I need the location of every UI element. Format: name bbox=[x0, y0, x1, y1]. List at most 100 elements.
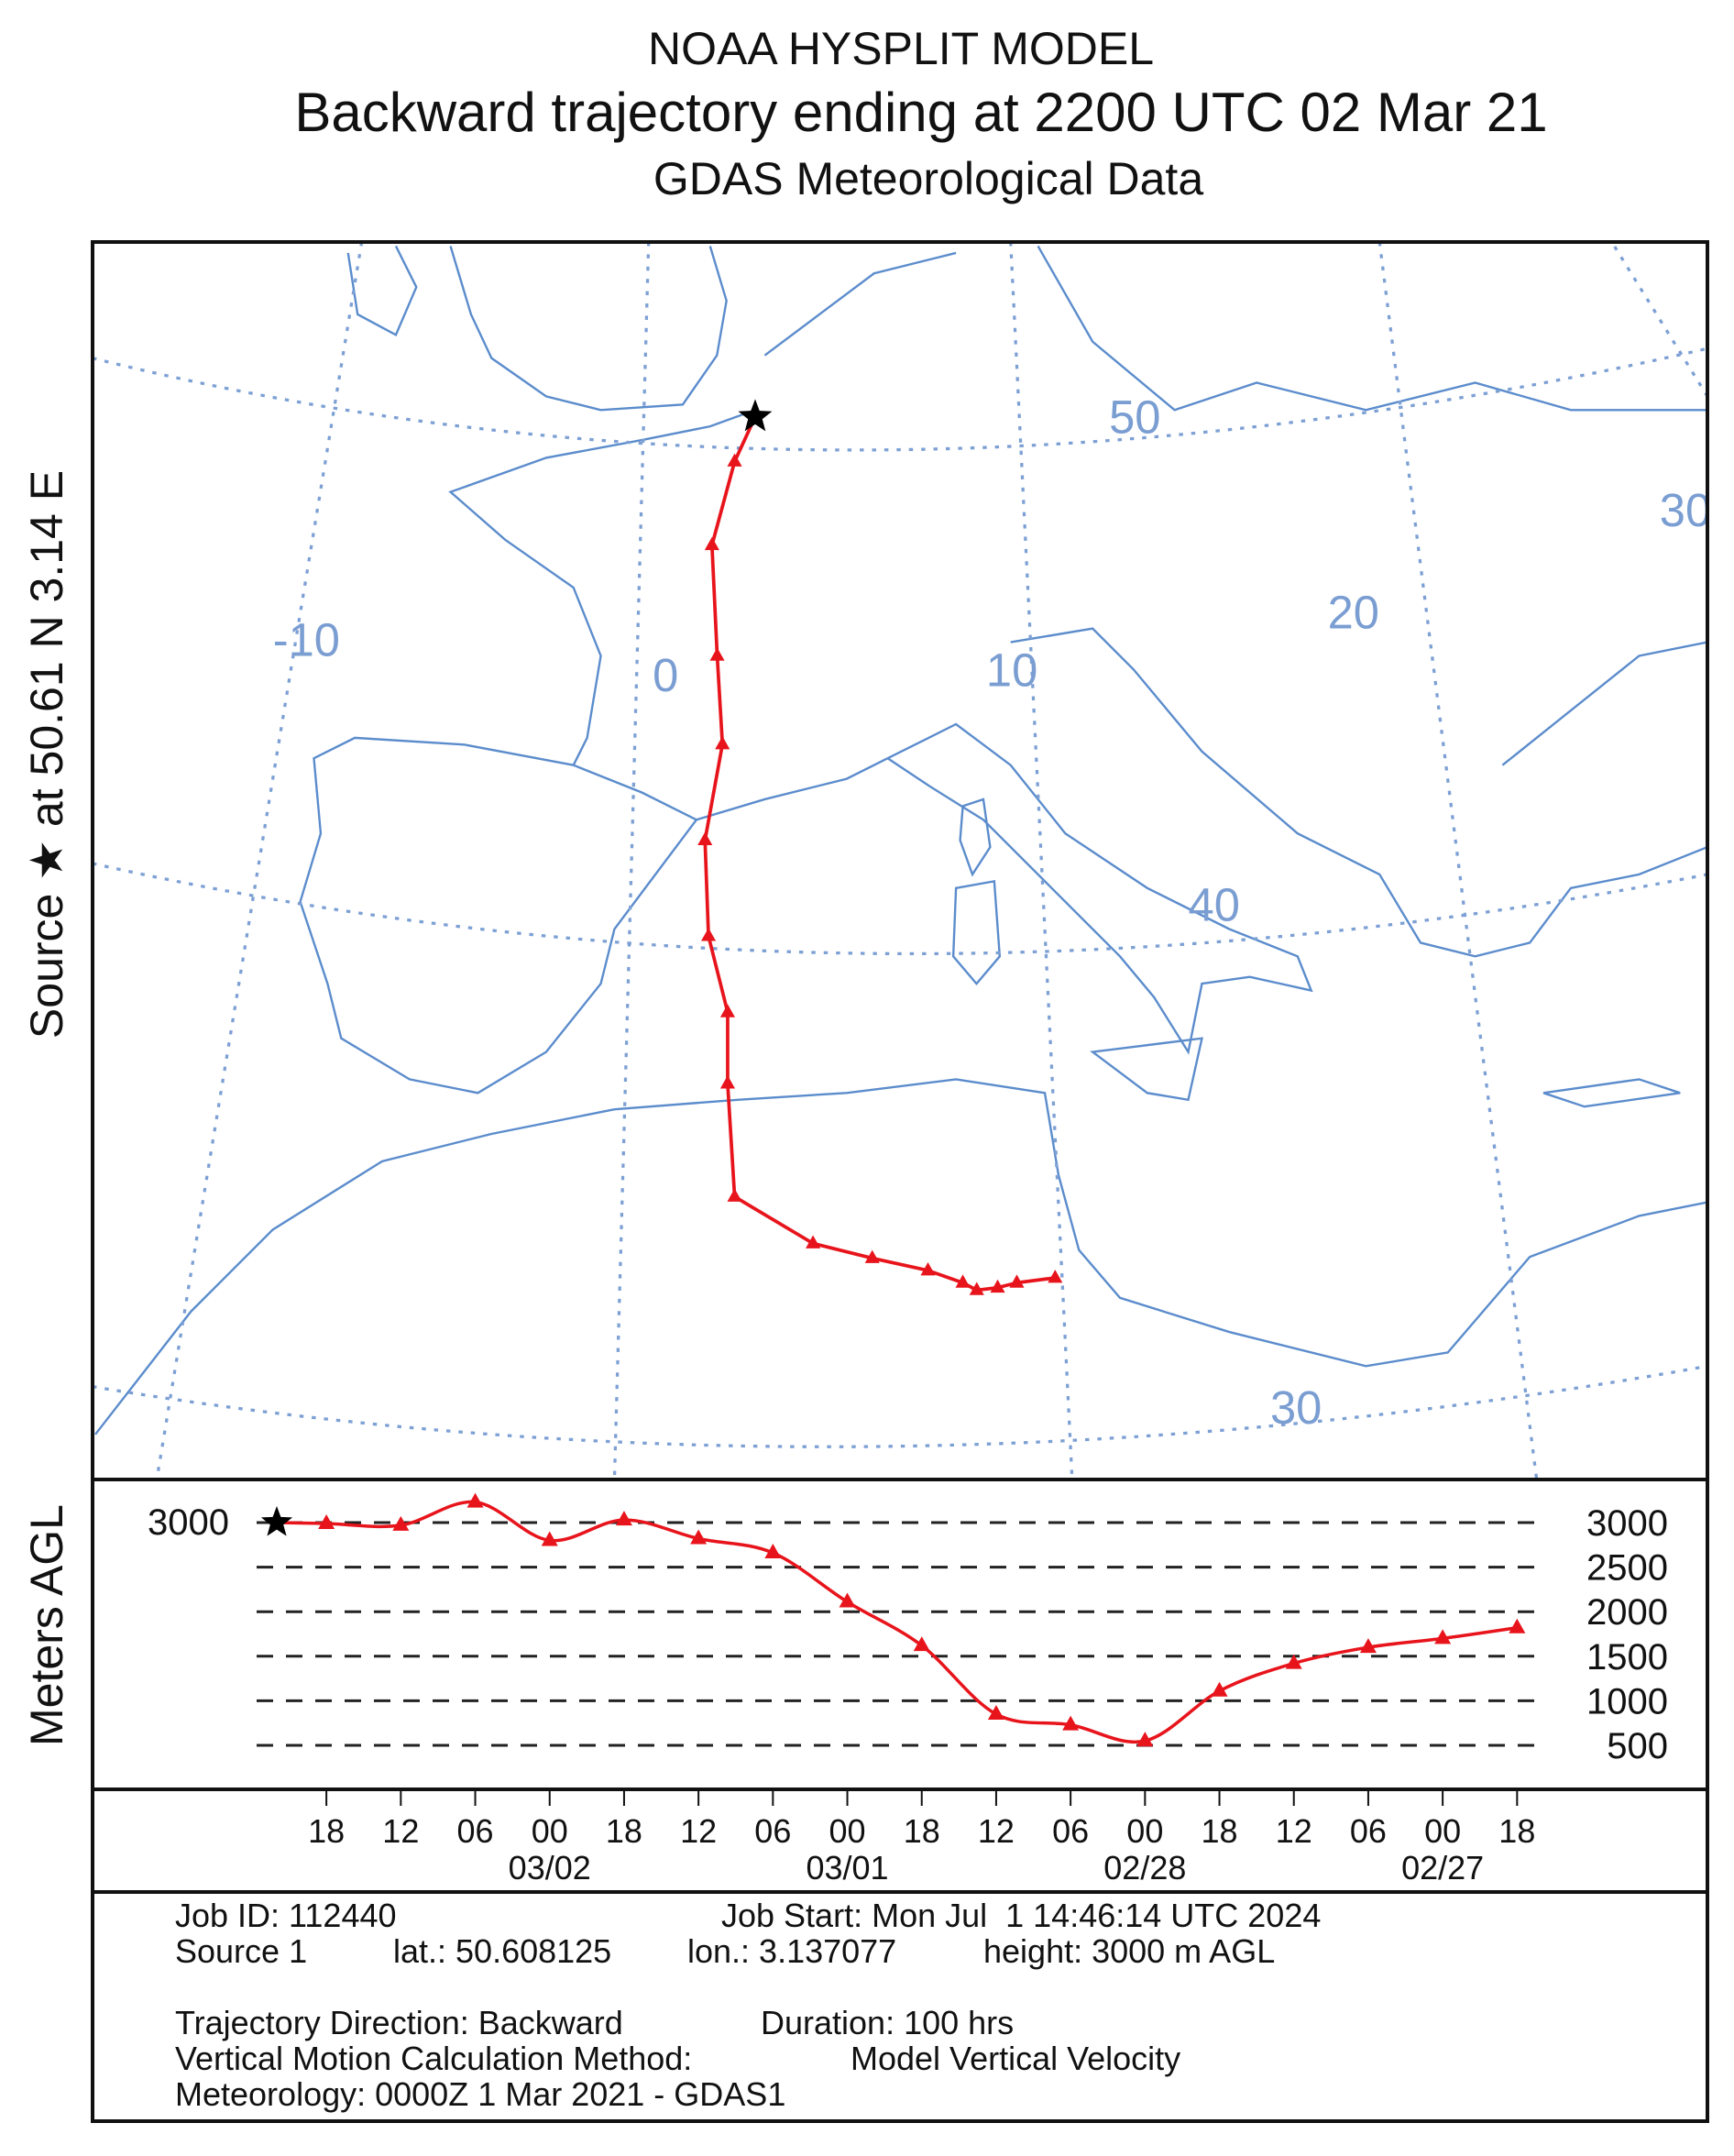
lon-label: 30 bbox=[1660, 484, 1711, 536]
trajectory-map: -10 0 10 20 30 50 40 30 bbox=[93, 242, 1711, 1480]
height-profile-marker bbox=[541, 1531, 558, 1546]
height-tick-label: 2000 bbox=[1586, 1592, 1668, 1633]
trajectory-marker bbox=[727, 1188, 742, 1202]
height-profile-marker bbox=[1359, 1638, 1377, 1654]
height-profile-marker bbox=[839, 1592, 856, 1608]
map-trajectory bbox=[697, 399, 1063, 1295]
coast-aegean bbox=[1501, 641, 1707, 766]
trajectory-marker bbox=[1048, 1270, 1063, 1283]
height-tick-label: 1500 bbox=[1586, 1637, 1668, 1678]
height-profile-marker bbox=[1285, 1654, 1302, 1669]
time-tick-label: 00 bbox=[532, 1812, 568, 1850]
time-tick-label: 06 bbox=[1350, 1812, 1387, 1850]
height-profile-marker bbox=[1434, 1629, 1452, 1644]
source-height: height: 3000 m AGL bbox=[983, 1932, 1275, 1970]
graticule-labels: -10 0 10 20 30 50 40 30 bbox=[273, 391, 1711, 1434]
source-star-marker bbox=[738, 399, 773, 432]
time-tick-label: 12 bbox=[382, 1812, 419, 1850]
coast-crete bbox=[1542, 1078, 1681, 1108]
title-line1: NOAA HYSPLIT MODEL bbox=[648, 23, 1154, 74]
coastlines bbox=[94, 245, 1707, 1436]
y-axis-label: Meters AGL bbox=[21, 1504, 72, 1746]
coast-britain bbox=[449, 246, 728, 412]
coast-sardinia bbox=[951, 879, 1002, 985]
time-tick-label: 18 bbox=[308, 1812, 345, 1850]
job-id: Job ID: 112440 bbox=[175, 1897, 397, 1934]
height-profile-marker bbox=[913, 1636, 930, 1652]
time-tick-label: 00 bbox=[829, 1812, 866, 1850]
height-profile-marker bbox=[690, 1529, 708, 1545]
lat-label: 50 bbox=[1109, 391, 1160, 444]
trajectory-marker bbox=[715, 736, 730, 750]
height-profile-marker bbox=[1136, 1732, 1154, 1747]
coast-france bbox=[448, 409, 756, 766]
trajectory-marker bbox=[727, 453, 742, 467]
longitude-30 bbox=[1610, 242, 1707, 398]
time-tick-label: 00 bbox=[1126, 1812, 1163, 1850]
lat-label: 40 bbox=[1189, 879, 1240, 931]
job-start: Job Start: Mon Jul 1 14:46:14 UTC 2024 bbox=[721, 1897, 1321, 1934]
vertical-profile bbox=[260, 1492, 1526, 1747]
time-tick-label: 12 bbox=[1276, 1812, 1312, 1850]
date-label: 02/27 bbox=[1401, 1849, 1484, 1886]
trajectory-marker bbox=[697, 831, 713, 845]
height-profile-marker bbox=[1509, 1618, 1526, 1634]
height-profile-marker bbox=[987, 1704, 1004, 1720]
time-tick-label: 12 bbox=[978, 1812, 1015, 1850]
source-lon: lon.: 3.137077 bbox=[687, 1932, 896, 1970]
coast-ireland bbox=[346, 245, 418, 336]
trajectory-marker bbox=[700, 928, 717, 941]
trajectory-marker bbox=[1009, 1274, 1025, 1288]
left-height-tick: 3000 bbox=[148, 1502, 229, 1543]
time-tick-label: 06 bbox=[457, 1812, 494, 1850]
graticule bbox=[93, 242, 1707, 1480]
time-tick-label: 06 bbox=[1052, 1812, 1089, 1850]
time-tick-label: 18 bbox=[606, 1812, 642, 1850]
duration: Duration: 100 hrs bbox=[761, 2004, 1014, 2041]
time-tick-label: 18 bbox=[1202, 1812, 1238, 1850]
height-profile-marker bbox=[392, 1515, 410, 1531]
source-number: Source 1 bbox=[175, 1932, 307, 1970]
trajectory-marker bbox=[920, 1262, 936, 1276]
coast-sicily bbox=[1090, 1037, 1203, 1102]
source-location-label: Source ★ at 50.61 N 3.14 E bbox=[21, 470, 72, 1039]
trajectory-marker bbox=[719, 1075, 736, 1089]
height-profile-marker bbox=[615, 1511, 632, 1526]
longitude-0 bbox=[612, 242, 651, 1480]
height-tick-label: 1000 bbox=[1586, 1681, 1668, 1722]
info-block: Job ID: 112440 Job Start: Mon Jul 1 14:4… bbox=[175, 1897, 1321, 2113]
longitude-minus10 bbox=[155, 242, 364, 1480]
coast-italy bbox=[886, 722, 1313, 1055]
info-frame bbox=[91, 1890, 1709, 2123]
trajectory-marker bbox=[704, 536, 719, 551]
lon-label: 0 bbox=[653, 649, 678, 701]
coast-north-sea bbox=[763, 245, 1707, 412]
coast-gulf-of-lion bbox=[696, 757, 889, 821]
latitude-50 bbox=[93, 346, 1707, 452]
height-profile-marker bbox=[318, 1513, 335, 1529]
height-tick-label: 500 bbox=[1607, 1726, 1668, 1766]
vertical-method-label: Vertical Motion Calculation Method: bbox=[175, 2040, 692, 2077]
trajectory-marker bbox=[990, 1279, 1005, 1293]
height-profile-marker bbox=[1062, 1715, 1080, 1731]
source-star-marker bbox=[260, 1506, 293, 1536]
lon-label: -10 bbox=[273, 613, 340, 666]
time-tick-label: 00 bbox=[1424, 1812, 1461, 1850]
date-label: 02/28 bbox=[1103, 1849, 1186, 1886]
time-tick-label: 18 bbox=[904, 1812, 940, 1850]
trajectory-marker bbox=[806, 1235, 821, 1248]
trajectory-direction: Trajectory Direction: Backward bbox=[175, 2004, 623, 2041]
map-frame bbox=[91, 240, 1709, 1481]
title-line3: GDAS Meteorological Data bbox=[653, 153, 1203, 204]
time-tick-label: 06 bbox=[754, 1812, 791, 1850]
height-profile-marker bbox=[466, 1492, 484, 1508]
latitude-40 bbox=[93, 862, 1707, 956]
trajectory-marker bbox=[864, 1249, 880, 1263]
coast-iberia bbox=[299, 736, 698, 1094]
latitude-30 bbox=[93, 1364, 1707, 1448]
height-profile-line bbox=[276, 1500, 1518, 1744]
lat-label: 30 bbox=[1270, 1381, 1322, 1434]
trajectory-marker bbox=[955, 1274, 971, 1288]
longitude-10 bbox=[1009, 242, 1074, 1480]
